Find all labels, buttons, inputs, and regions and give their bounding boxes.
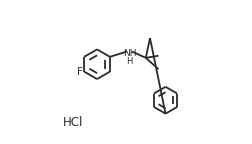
Text: H: H <box>126 57 133 66</box>
Text: F: F <box>77 67 82 77</box>
Text: NH: NH <box>123 49 136 58</box>
Text: HCl: HCl <box>63 116 83 129</box>
